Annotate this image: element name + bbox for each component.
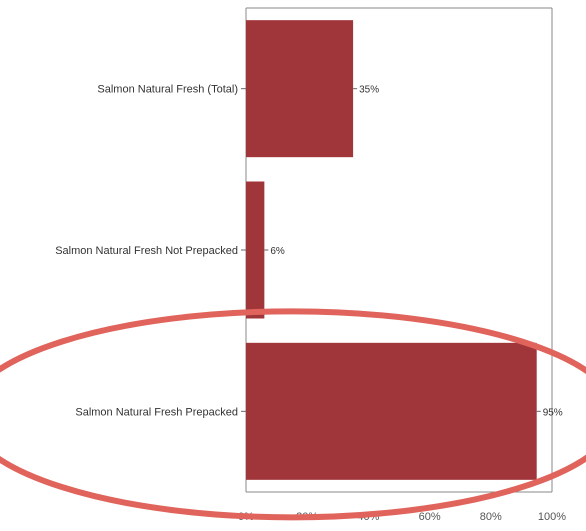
category-label: Salmon Natural Fresh (Total): [97, 84, 238, 96]
bars: [246, 20, 537, 480]
x-tick-label: 100%: [538, 511, 566, 523]
value-label: 95%: [543, 407, 563, 418]
value-label: 6%: [270, 246, 285, 257]
highlight-annotation: [0, 308, 586, 521]
x-tick-label: 80%: [480, 511, 502, 523]
category-label: Salmon Natural Fresh Not Prepacked: [55, 245, 238, 257]
category-labels: Salmon Natural Fresh (Total) Salmon Natur…: [55, 84, 246, 418]
bar: [246, 342, 537, 480]
value-labels: 35% 6% 95%: [264, 85, 563, 418]
x-tick-label: 60%: [419, 511, 441, 523]
bar: [246, 20, 354, 158]
highlight-ellipse: [0, 308, 586, 521]
category-label: Salmon Natural Fresh Prepacked: [75, 406, 238, 418]
bar: [246, 181, 265, 319]
value-label: 35%: [359, 85, 379, 96]
